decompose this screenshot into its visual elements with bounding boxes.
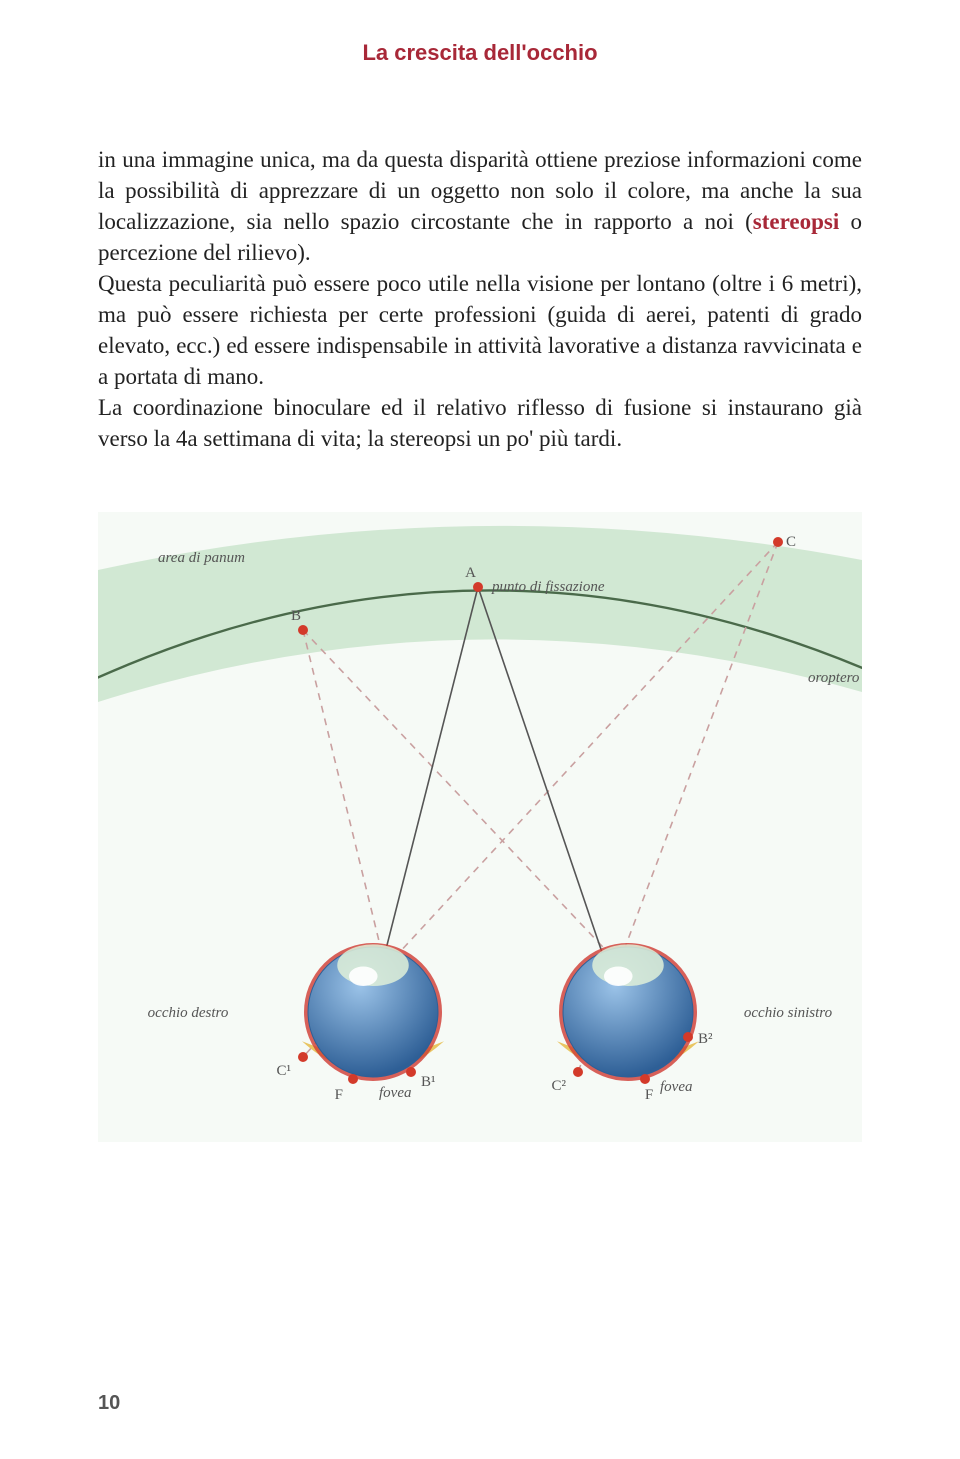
paragraph-2: Questa peculiarità può essere poco utile… bbox=[98, 268, 862, 392]
svg-text:C²: C² bbox=[551, 1078, 566, 1094]
paragraph-3: La coordinazione binoculare ed il relati… bbox=[98, 392, 862, 454]
svg-text:oroptero: oroptero bbox=[808, 670, 860, 686]
svg-text:F: F bbox=[335, 1087, 343, 1103]
svg-text:B²: B² bbox=[698, 1031, 713, 1047]
svg-text:punto di fissazione: punto di fissazione bbox=[491, 579, 605, 595]
svg-text:occhio sinistro: occhio sinistro bbox=[744, 1005, 833, 1021]
page-header: La crescita dell'occhio bbox=[98, 40, 862, 66]
svg-text:C: C bbox=[786, 534, 796, 550]
p1-part-a: in una immagine unica, ma da questa disp… bbox=[98, 147, 862, 234]
diagram-container: area di panum Apunto di fissazione B Coropt… bbox=[98, 512, 862, 1142]
svg-text:area di panum: area di panum bbox=[158, 550, 245, 566]
body-text: in una immagine unica, ma da questa disp… bbox=[98, 144, 862, 454]
svg-text:A: A bbox=[465, 565, 476, 581]
svg-text:B¹: B¹ bbox=[421, 1074, 436, 1090]
svg-text:occhio destro: occhio destro bbox=[148, 1005, 229, 1021]
svg-text:fovea: fovea bbox=[379, 1085, 411, 1101]
svg-text:B: B bbox=[291, 608, 301, 624]
svg-text:F: F bbox=[645, 1087, 653, 1103]
horopter-diagram: area di panum Apunto di fissazione B Coropt… bbox=[98, 512, 862, 1142]
paragraph-1: in una immagine unica, ma da questa disp… bbox=[98, 144, 862, 268]
keyword-stereopsi: stereopsi bbox=[753, 209, 839, 234]
svg-text:C¹: C¹ bbox=[276, 1063, 291, 1079]
svg-text:fovea: fovea bbox=[660, 1079, 692, 1095]
page-number: 10 bbox=[98, 1392, 120, 1415]
